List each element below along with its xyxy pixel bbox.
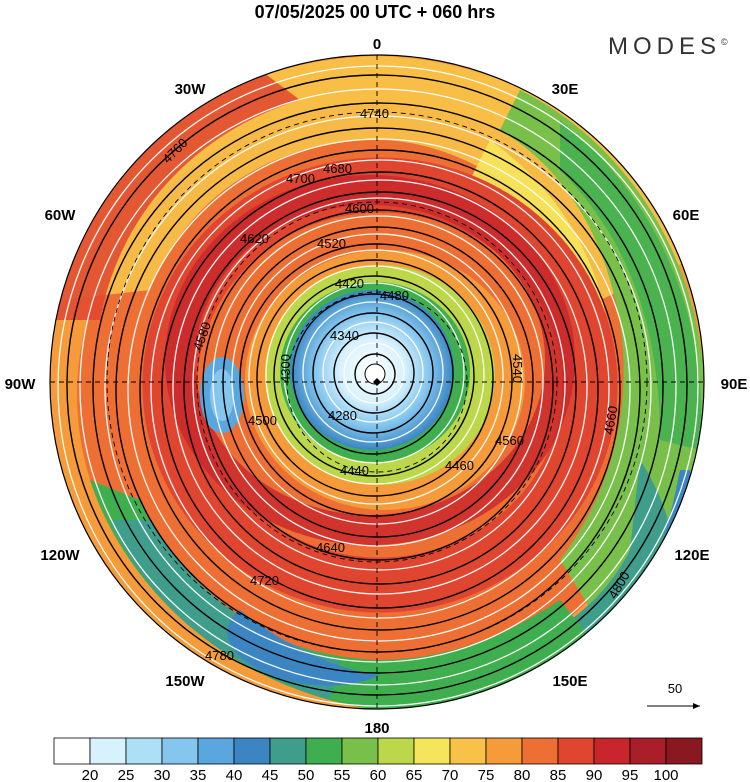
colorbar-tick-label: 20 bbox=[82, 767, 99, 782]
colorbar-swatch bbox=[521, 737, 559, 765]
lon-label-90w: 90W bbox=[5, 376, 37, 393]
colorbar-tick-label: 80 bbox=[514, 767, 531, 782]
contour-label: 4340 bbox=[330, 328, 359, 343]
contour-label: 4520 bbox=[317, 236, 346, 251]
contour-label: 4700 bbox=[286, 171, 315, 186]
colorbar-swatch bbox=[557, 737, 595, 765]
lon-label-60e: 60E bbox=[673, 207, 700, 224]
wind-streamlines bbox=[57, 65, 699, 707]
contour-label: 4480 bbox=[380, 288, 409, 303]
colorbar-swatch bbox=[305, 737, 343, 765]
vector-scale-arrowhead bbox=[693, 703, 700, 709]
contour-label: 4500 bbox=[248, 413, 277, 428]
colorbar-tick-label: 45 bbox=[262, 767, 279, 782]
contour-label: 4420 bbox=[335, 276, 364, 291]
lon-label-0: 0 bbox=[373, 36, 381, 53]
colorbar-tick-label: 90 bbox=[586, 767, 603, 782]
contour-label: 4600 bbox=[345, 201, 374, 216]
contour-label: 4640 bbox=[316, 540, 345, 555]
colorbar-swatch bbox=[485, 737, 523, 765]
colorbar-swatch bbox=[197, 737, 235, 765]
contour-label: 4620 bbox=[240, 231, 269, 246]
low-center-dot bbox=[373, 378, 381, 386]
colorbar-tick-label: 75 bbox=[478, 767, 495, 782]
colorbar-swatch bbox=[161, 737, 199, 765]
brand-name: MODES bbox=[608, 33, 722, 60]
contour-label: 4660 bbox=[601, 405, 621, 436]
contour-label: 4280 bbox=[328, 408, 357, 423]
colorbar-swatch bbox=[53, 737, 91, 765]
contour-label: 4560 bbox=[495, 433, 524, 448]
colorbar-swatch bbox=[377, 737, 415, 765]
map-boundary bbox=[49, 54, 705, 710]
colorbar-swatch bbox=[449, 737, 487, 765]
contour-label: 4740 bbox=[360, 106, 389, 121]
colorbar-tick-label: 60 bbox=[370, 767, 387, 782]
colorbar-swatch bbox=[665, 737, 703, 765]
contour-label: 4720 bbox=[250, 573, 279, 588]
colorbar-tick-label: 30 bbox=[154, 767, 171, 782]
colorbar-swatch bbox=[629, 737, 667, 765]
copyright-mark: © bbox=[721, 37, 728, 47]
colorbar-tick-label: 95 bbox=[622, 767, 639, 782]
contour-label: 4780 bbox=[205, 648, 234, 663]
contour-label: 4460 bbox=[445, 458, 474, 473]
brand-logo: MODES© bbox=[608, 33, 728, 61]
colorbar-swatch bbox=[341, 737, 379, 765]
colorbar-swatch bbox=[593, 737, 631, 765]
vector-scale-label: 50 bbox=[668, 681, 682, 696]
colorbar-swatch bbox=[125, 737, 163, 765]
lon-label-150e: 150E bbox=[552, 673, 587, 690]
contour-label: 4440 bbox=[340, 463, 369, 478]
colorbar-tick-label: 35 bbox=[190, 767, 207, 782]
colorbar-tick-label: 50 bbox=[298, 767, 315, 782]
contour-label: 4540 bbox=[510, 354, 525, 383]
contour-label: 4680 bbox=[323, 161, 352, 176]
colorbar-swatch bbox=[233, 737, 271, 765]
colorbar-tick-label: 55 bbox=[334, 767, 351, 782]
colorbar-swatch bbox=[89, 737, 127, 765]
lon-label-30e: 30E bbox=[552, 81, 579, 98]
colorbar-tick-label: 85 bbox=[550, 767, 567, 782]
lon-label-60w: 60W bbox=[45, 207, 77, 224]
lon-label-150w: 150W bbox=[165, 673, 205, 690]
lon-label-120e: 120E bbox=[674, 547, 709, 564]
colorbar-tick-label: 25 bbox=[118, 767, 135, 782]
lon-label-180: 180 bbox=[364, 720, 389, 737]
colorbar-tick-label: 65 bbox=[406, 767, 423, 782]
colorbar-swatch bbox=[269, 737, 307, 765]
colorbar-tick-label: 40 bbox=[226, 767, 243, 782]
colorbar-tick-label: 100 bbox=[653, 767, 678, 782]
map-title: 07/05/2025 00 UTC + 060 hrs bbox=[254, 2, 496, 22]
contour-label: 4300 bbox=[278, 354, 293, 383]
lon-label-30w: 30W bbox=[175, 81, 207, 98]
lon-label-120w: 120W bbox=[40, 547, 80, 564]
colorbar-swatch bbox=[413, 737, 451, 765]
colorbar-tick-label: 70 bbox=[442, 767, 459, 782]
contour-labels: 4740 4680 4600 4520 4420 4340 4280 4300 … bbox=[159, 106, 632, 663]
lon-label-90e: 90E bbox=[721, 376, 748, 393]
colorbar: 20 25 30 35 40 45 50 55 60 65 70 75 80 85 90 95 100 bbox=[53, 737, 703, 782]
